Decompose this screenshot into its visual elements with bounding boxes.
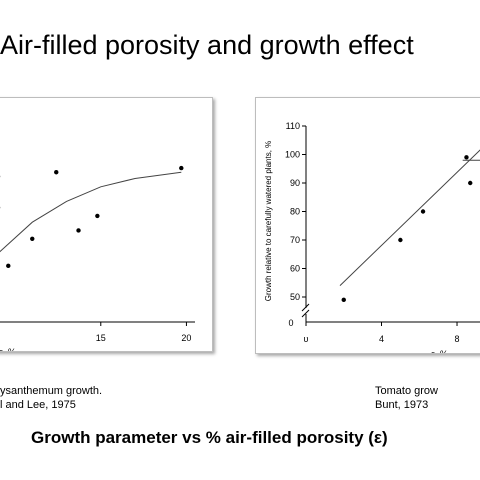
axis-break-mark <box>301 303 310 312</box>
caption-left-line-2: l and Lee, 1975 <box>0 399 76 411</box>
x-tick-label: υ <box>304 334 309 344</box>
bottom-title: Growth parameter vs % air-filled porosit… <box>31 428 388 447</box>
y-tick-label: 80 <box>290 207 300 217</box>
x-tick-label: 20 <box>181 333 191 343</box>
data-point <box>420 209 426 214</box>
data-point <box>54 170 59 175</box>
data-point <box>76 228 81 233</box>
caption-left-line-1: ysanthemum growth. <box>0 385 103 397</box>
x-tick-label: 15 <box>96 333 106 343</box>
y-axis-label: Growth relative to carefully watered pla… <box>264 141 273 302</box>
data-point <box>30 236 35 241</box>
y-tick-label: 50 <box>290 292 300 302</box>
x-tick-label: 4 <box>379 334 384 344</box>
x-axis-label: ε, % <box>431 349 448 353</box>
y-tick-label: 70 <box>290 235 300 245</box>
caption-left: ysanthemum growth. l and Lee, 1975 <box>0 384 102 412</box>
trend-line <box>339 149 480 286</box>
data-point <box>464 155 469 160</box>
slide-title: Air-filled porosity and growth effect <box>0 30 414 60</box>
y-tick-label: 90 <box>290 178 300 188</box>
x-tick-label: 8 <box>455 334 460 344</box>
data-point <box>398 237 403 243</box>
y-tick-label: 100 <box>285 150 300 160</box>
y-tick-label: 110 <box>286 121 300 131</box>
chart-left: 15 20 ε, % <box>0 165 195 351</box>
data-point <box>468 180 473 186</box>
axis-break-mark <box>301 309 310 318</box>
caption-right: Tomato grow Bunt, 1973 <box>375 384 438 412</box>
y-tick-label: 60 <box>290 264 300 274</box>
data-point <box>95 213 100 219</box>
chart-panel-right: 50 60 70 80 90 100 110 0 υ 4 8 ε, % Growth relative … <box>255 97 480 354</box>
chart-panel-left: 15 20 ε, % <box>0 97 213 352</box>
caption-right-line-2: Bunt, 1973 <box>375 399 429 411</box>
x-axis-label: ε, % <box>0 347 16 351</box>
chart-right: 50 60 70 80 90 100 110 0 υ 4 8 ε, % Growth relative … <box>264 121 480 353</box>
data-point <box>6 263 11 269</box>
data-point <box>341 297 346 303</box>
trend-curve <box>0 171 182 253</box>
data-point <box>179 165 184 171</box>
caption-right-line-1: Tomato grow <box>375 385 438 397</box>
y-tick-label-break: 0 <box>288 318 293 328</box>
